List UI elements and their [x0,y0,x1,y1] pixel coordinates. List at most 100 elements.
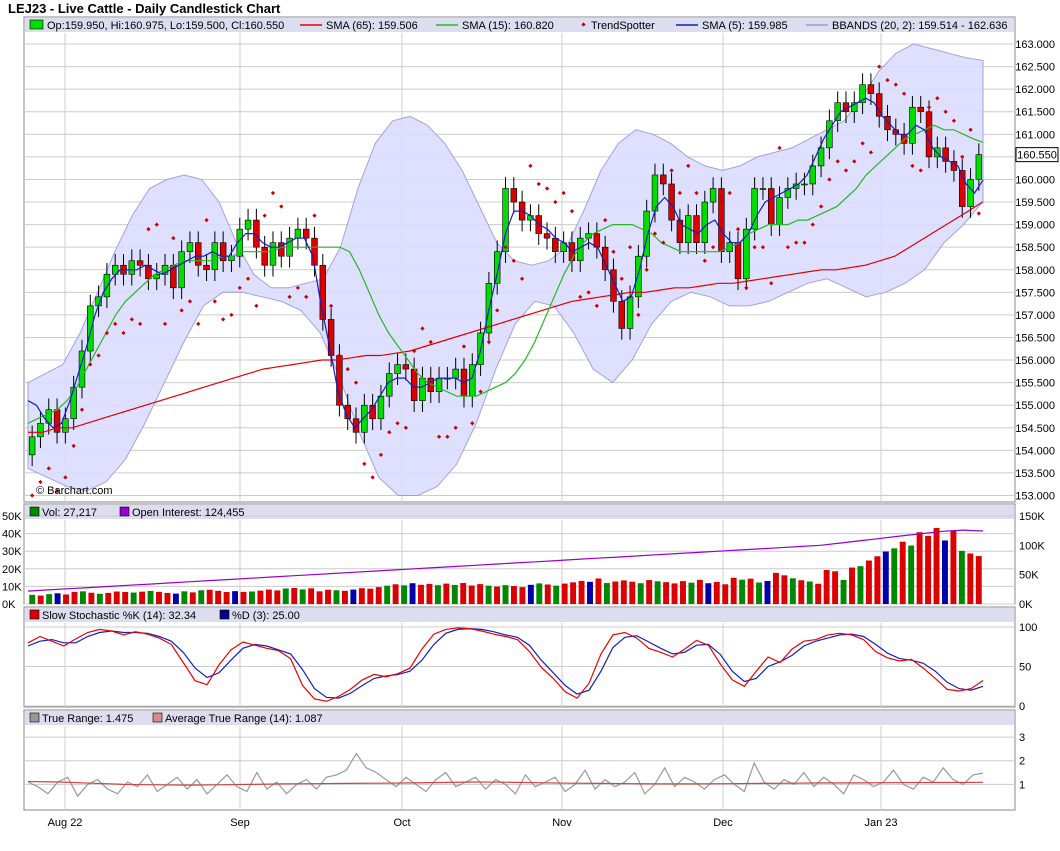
volume-bar [772,572,779,604]
volume-bar [671,583,678,604]
volume-bar [975,556,982,604]
candle-body [62,418,69,433]
candle-body [768,188,775,225]
trendspotter-dot [619,276,624,281]
candle-body [219,242,227,262]
candle-body [261,246,268,266]
trendspotter-dot [777,145,782,150]
volume-axis-tick-label: 30K [2,546,22,558]
stoch-axis-tick-label: 50 [1019,662,1031,674]
trendspotter-dot [328,303,334,308]
trendspotter-dot [661,240,666,245]
volume-bar [942,540,948,604]
candle-body [776,197,783,225]
trendspotter-dot [835,159,840,164]
volume-bar [595,578,602,604]
candle-body [784,188,792,198]
volume-bar [156,591,162,604]
trendspotter-dot [445,434,450,439]
volume-bar [646,580,653,604]
trendspotter-dot [528,163,533,169]
candle-body [136,260,144,266]
volume-bar [71,591,78,604]
volume-bar [79,591,86,604]
volume-bar [849,567,855,604]
volume-bar [730,577,737,604]
volume-bar [587,581,593,604]
volume-bar [223,592,230,604]
volume-bar [916,532,923,604]
candle-body [734,242,742,280]
last-price-box [1015,147,1059,163]
volume-bar [274,590,281,604]
trendspotter-dot [387,430,392,435]
volume-bar [739,579,746,604]
trendspotter-dot [345,366,350,372]
volume-bar [696,579,703,604]
candle-body [859,84,866,104]
volume-bar [477,584,484,604]
volume-bar [291,587,298,604]
candle-body [743,228,750,280]
atr-axis-tick-label: 2 [1019,756,1025,768]
stoch-d-line [27,627,984,699]
volume-bar [798,580,805,604]
x-axis-tick-label: Aug 22 [48,817,83,829]
volume-bar [806,581,813,604]
watermark: © Barchart.com [36,485,113,497]
volume-bar [316,591,323,604]
candle-body [269,242,277,266]
trendspotter-dot [262,213,267,218]
candle-body [178,251,185,289]
trendspotter-dot [827,177,832,182]
trendspotter-dot [968,127,973,132]
candle-body [610,269,617,302]
candle-body [228,255,235,262]
candle-body [203,264,210,271]
last-price-label: 160.550 [1017,150,1057,162]
volume-bar [164,592,171,604]
legend-item-price: Op:159.950, Hi:160.975, Lo:159.500, Cl:1… [29,19,284,32]
x-axis-tick-label: Sep [230,817,250,829]
trendspotter-dot [353,380,359,385]
volume-bar [96,593,103,604]
volume-bar [105,592,112,604]
legend-item-price: TrendSpotter [581,20,655,32]
candle-body [294,228,302,239]
volume-bar [181,591,188,604]
legend-swatch-box [119,506,130,517]
volume-bar [570,582,577,604]
candle-body [211,242,219,271]
volume-bar [747,578,754,604]
price-axis-tick-label: 163.000 [1015,39,1055,51]
candle-body [817,147,825,167]
trendspotter-dot [536,181,541,187]
volume-bar [756,582,762,604]
volume-bar [299,589,306,604]
volume-bar [510,586,517,604]
legend-bar-price [25,18,1014,32]
candle-body [709,188,717,203]
price-axis-tick-label: 157.000 [1015,310,1055,322]
volume-bar [967,553,974,604]
trendspotter-dot [495,308,500,313]
trendspotter-dot [154,222,159,227]
candle-body [759,188,767,190]
trendspotter-dot [229,312,234,318]
panel-frame-sto [23,606,1016,708]
trendspotter-dot [287,294,292,299]
candle-body [311,237,318,266]
volume-bar [865,560,872,604]
legend-text: SMA (5): 159.985 [702,20,788,32]
trendspotter-dot [436,434,442,439]
candle-body [502,188,509,252]
trendspotter-dot [719,199,724,205]
legend-item-volume: Open Interest: 124,455 [119,506,245,519]
trendspotter-dot [129,317,134,322]
trendspotter-dot [918,168,923,173]
volume-bar [468,585,475,604]
legend-text: BBANDS (20, 2): 159.514 - 162.636 [832,20,1008,32]
volume-bar [840,579,847,604]
candle-body [302,228,310,239]
